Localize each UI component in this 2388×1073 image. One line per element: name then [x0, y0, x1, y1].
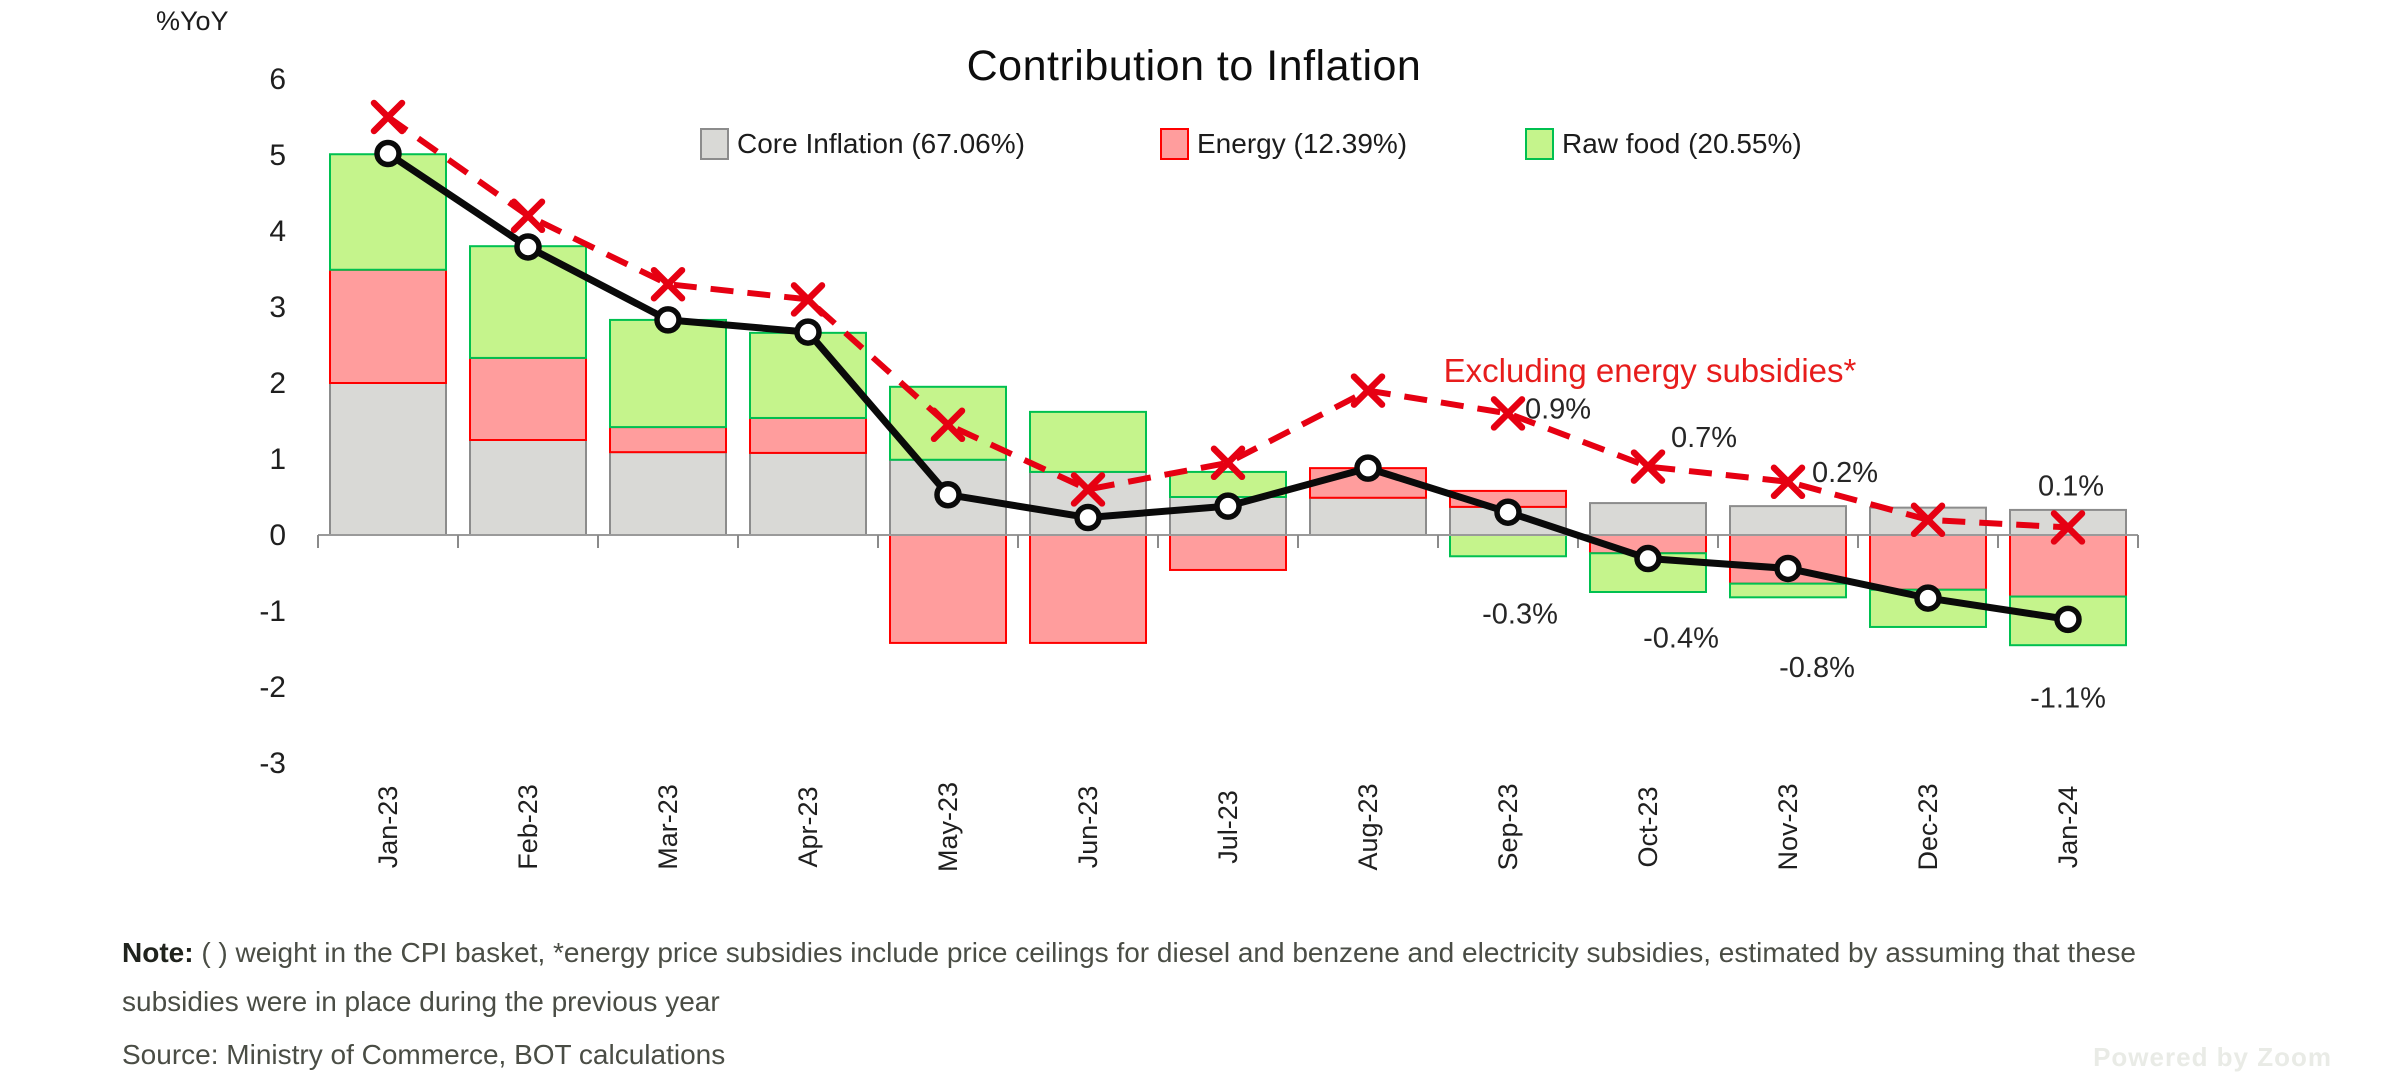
headline-value-label: -0.8%	[1779, 652, 1855, 684]
x-tick-label: May-23	[933, 782, 963, 872]
legend-label: Raw food (20.55%)	[1562, 128, 1802, 159]
source-line: Source: Ministry of Commerce, BOT calcul…	[122, 1039, 726, 1070]
chart-title: Contribution to Inflation	[966, 42, 1422, 90]
energy-swatch-icon	[1160, 128, 1189, 160]
circle-marker	[934, 480, 962, 509]
bar-segment	[469, 439, 587, 536]
y-tick-label: -2	[259, 671, 286, 704]
x-marker	[1210, 445, 1246, 481]
headline-value-label: -0.4%	[1643, 622, 1719, 654]
x-marker	[930, 407, 966, 443]
excluding-subsidies-value-label: 0.1%	[2038, 470, 2104, 502]
circle-marker	[1774, 554, 1802, 583]
x-tick-label: Oct-23	[1633, 786, 1663, 867]
bar-segment	[1169, 534, 1287, 571]
bar-segment	[1869, 534, 1987, 591]
x-marker	[1910, 502, 1946, 538]
x-tick-label: Mar-23	[653, 784, 683, 870]
bar-segment	[1309, 496, 1427, 537]
circle-marker	[1354, 454, 1382, 482]
x-marker	[1770, 464, 1806, 500]
legend-label: Core Inflation (67.06%)	[737, 128, 1025, 159]
x-tick-label: Dec-23	[1913, 783, 1943, 870]
x-tick-label: Aug-23	[1353, 783, 1383, 870]
circle-marker	[654, 306, 682, 334]
bar-segment	[469, 356, 587, 442]
circle-marker	[1074, 503, 1102, 532]
x-marker	[2050, 510, 2086, 545]
y-tick-label: 5	[269, 139, 286, 172]
circle-marker	[514, 233, 542, 261]
bar-segment	[889, 534, 1007, 644]
bar-segment	[469, 245, 587, 359]
x-marker	[370, 99, 406, 135]
legend-label: Energy (12.39%)	[1197, 128, 1408, 159]
excluding-energy-subsidies-annotation: Excluding energy subsidies*	[1443, 352, 1857, 389]
x-marker	[1630, 449, 1666, 484]
circle-marker	[1914, 584, 1942, 612]
circle-marker	[1214, 492, 1242, 520]
bar-segment	[609, 318, 727, 429]
y-tick-label: -3	[259, 747, 286, 780]
note-line-1: Note: ( ) weight in the CPI basket, *ene…	[122, 937, 2136, 968]
y-tick-label: 2	[269, 367, 286, 400]
headline-value-label: -0.3%	[1482, 599, 1558, 631]
x-marker	[790, 282, 826, 317]
x-tick-label: Nov-23	[1773, 783, 1803, 870]
bar-segment	[1729, 582, 1847, 599]
x-tick-label: Jun-23	[1073, 786, 1103, 869]
note-prefix: Note:	[122, 937, 194, 968]
y-tick-label: 1	[269, 443, 286, 476]
bar-segment	[1589, 502, 1707, 536]
bar-segment	[1029, 534, 1147, 644]
circle-marker	[794, 318, 822, 346]
bar-segment	[609, 426, 727, 454]
x-tick-label: Sep-23	[1493, 783, 1523, 870]
legend-item-rawfood: Raw food (20.55%)	[1525, 128, 1802, 160]
x-marker	[650, 266, 686, 302]
note-line-2: subsidies were in place during the previ…	[122, 986, 720, 1017]
y-tick-label: 0	[269, 519, 286, 552]
footnote-block: Note: ( ) weight in the CPI basket, *ene…	[122, 928, 2352, 1073]
headline-value-label: -1.1%	[2030, 682, 2106, 714]
x-tick-label: Jan-24	[2053, 786, 2083, 869]
y-tick-label: -1	[259, 595, 286, 628]
bar-segment	[329, 153, 447, 271]
raw-food-swatch-icon	[1525, 128, 1554, 160]
x-tick-label: Feb-23	[513, 784, 543, 870]
x-marker	[1070, 472, 1106, 507]
x-tick-label: Jul-23	[1213, 790, 1243, 864]
circle-marker	[1494, 498, 1522, 526]
bar-segment	[749, 451, 867, 537]
legend-item-core: Core Inflation (67.06%)	[700, 128, 1025, 160]
x-marker	[1490, 396, 1526, 431]
circle-marker	[2054, 605, 2082, 634]
excluding-subsidies-value-label: 0.7%	[1671, 422, 1737, 454]
y-tick-label: 4	[269, 215, 286, 248]
bar-segment	[749, 416, 867, 454]
x-tick-label: Jan-23	[373, 786, 403, 869]
excluding-subsidies-value-label: 0.9%	[1525, 394, 1591, 426]
powered-by-zoom-watermark: Powered by Zoom	[2093, 1042, 2332, 1072]
bar-segment	[609, 451, 727, 536]
x-marker	[510, 198, 546, 234]
y-tick-label: 6	[269, 63, 286, 96]
y-axis-unit-label: %YoY	[156, 6, 229, 36]
bar-segment	[1729, 505, 1847, 536]
core-inflation-swatch-icon	[700, 128, 729, 160]
x-marker	[1350, 373, 1386, 408]
excluding-subsidies-value-label: 0.2%	[1812, 457, 1878, 489]
bar-segment	[1449, 534, 1567, 558]
legend-item-energy: Energy (12.39%)	[1160, 128, 1407, 160]
bar-segment	[329, 268, 447, 385]
y-tick-label: 3	[269, 291, 286, 324]
circle-marker	[374, 139, 402, 168]
bar-segment	[1029, 410, 1147, 473]
bar-segment	[329, 382, 447, 536]
x-tick-label: Apr-23	[793, 786, 823, 867]
bar-segment	[2009, 534, 2127, 598]
circle-marker	[1634, 544, 1662, 573]
